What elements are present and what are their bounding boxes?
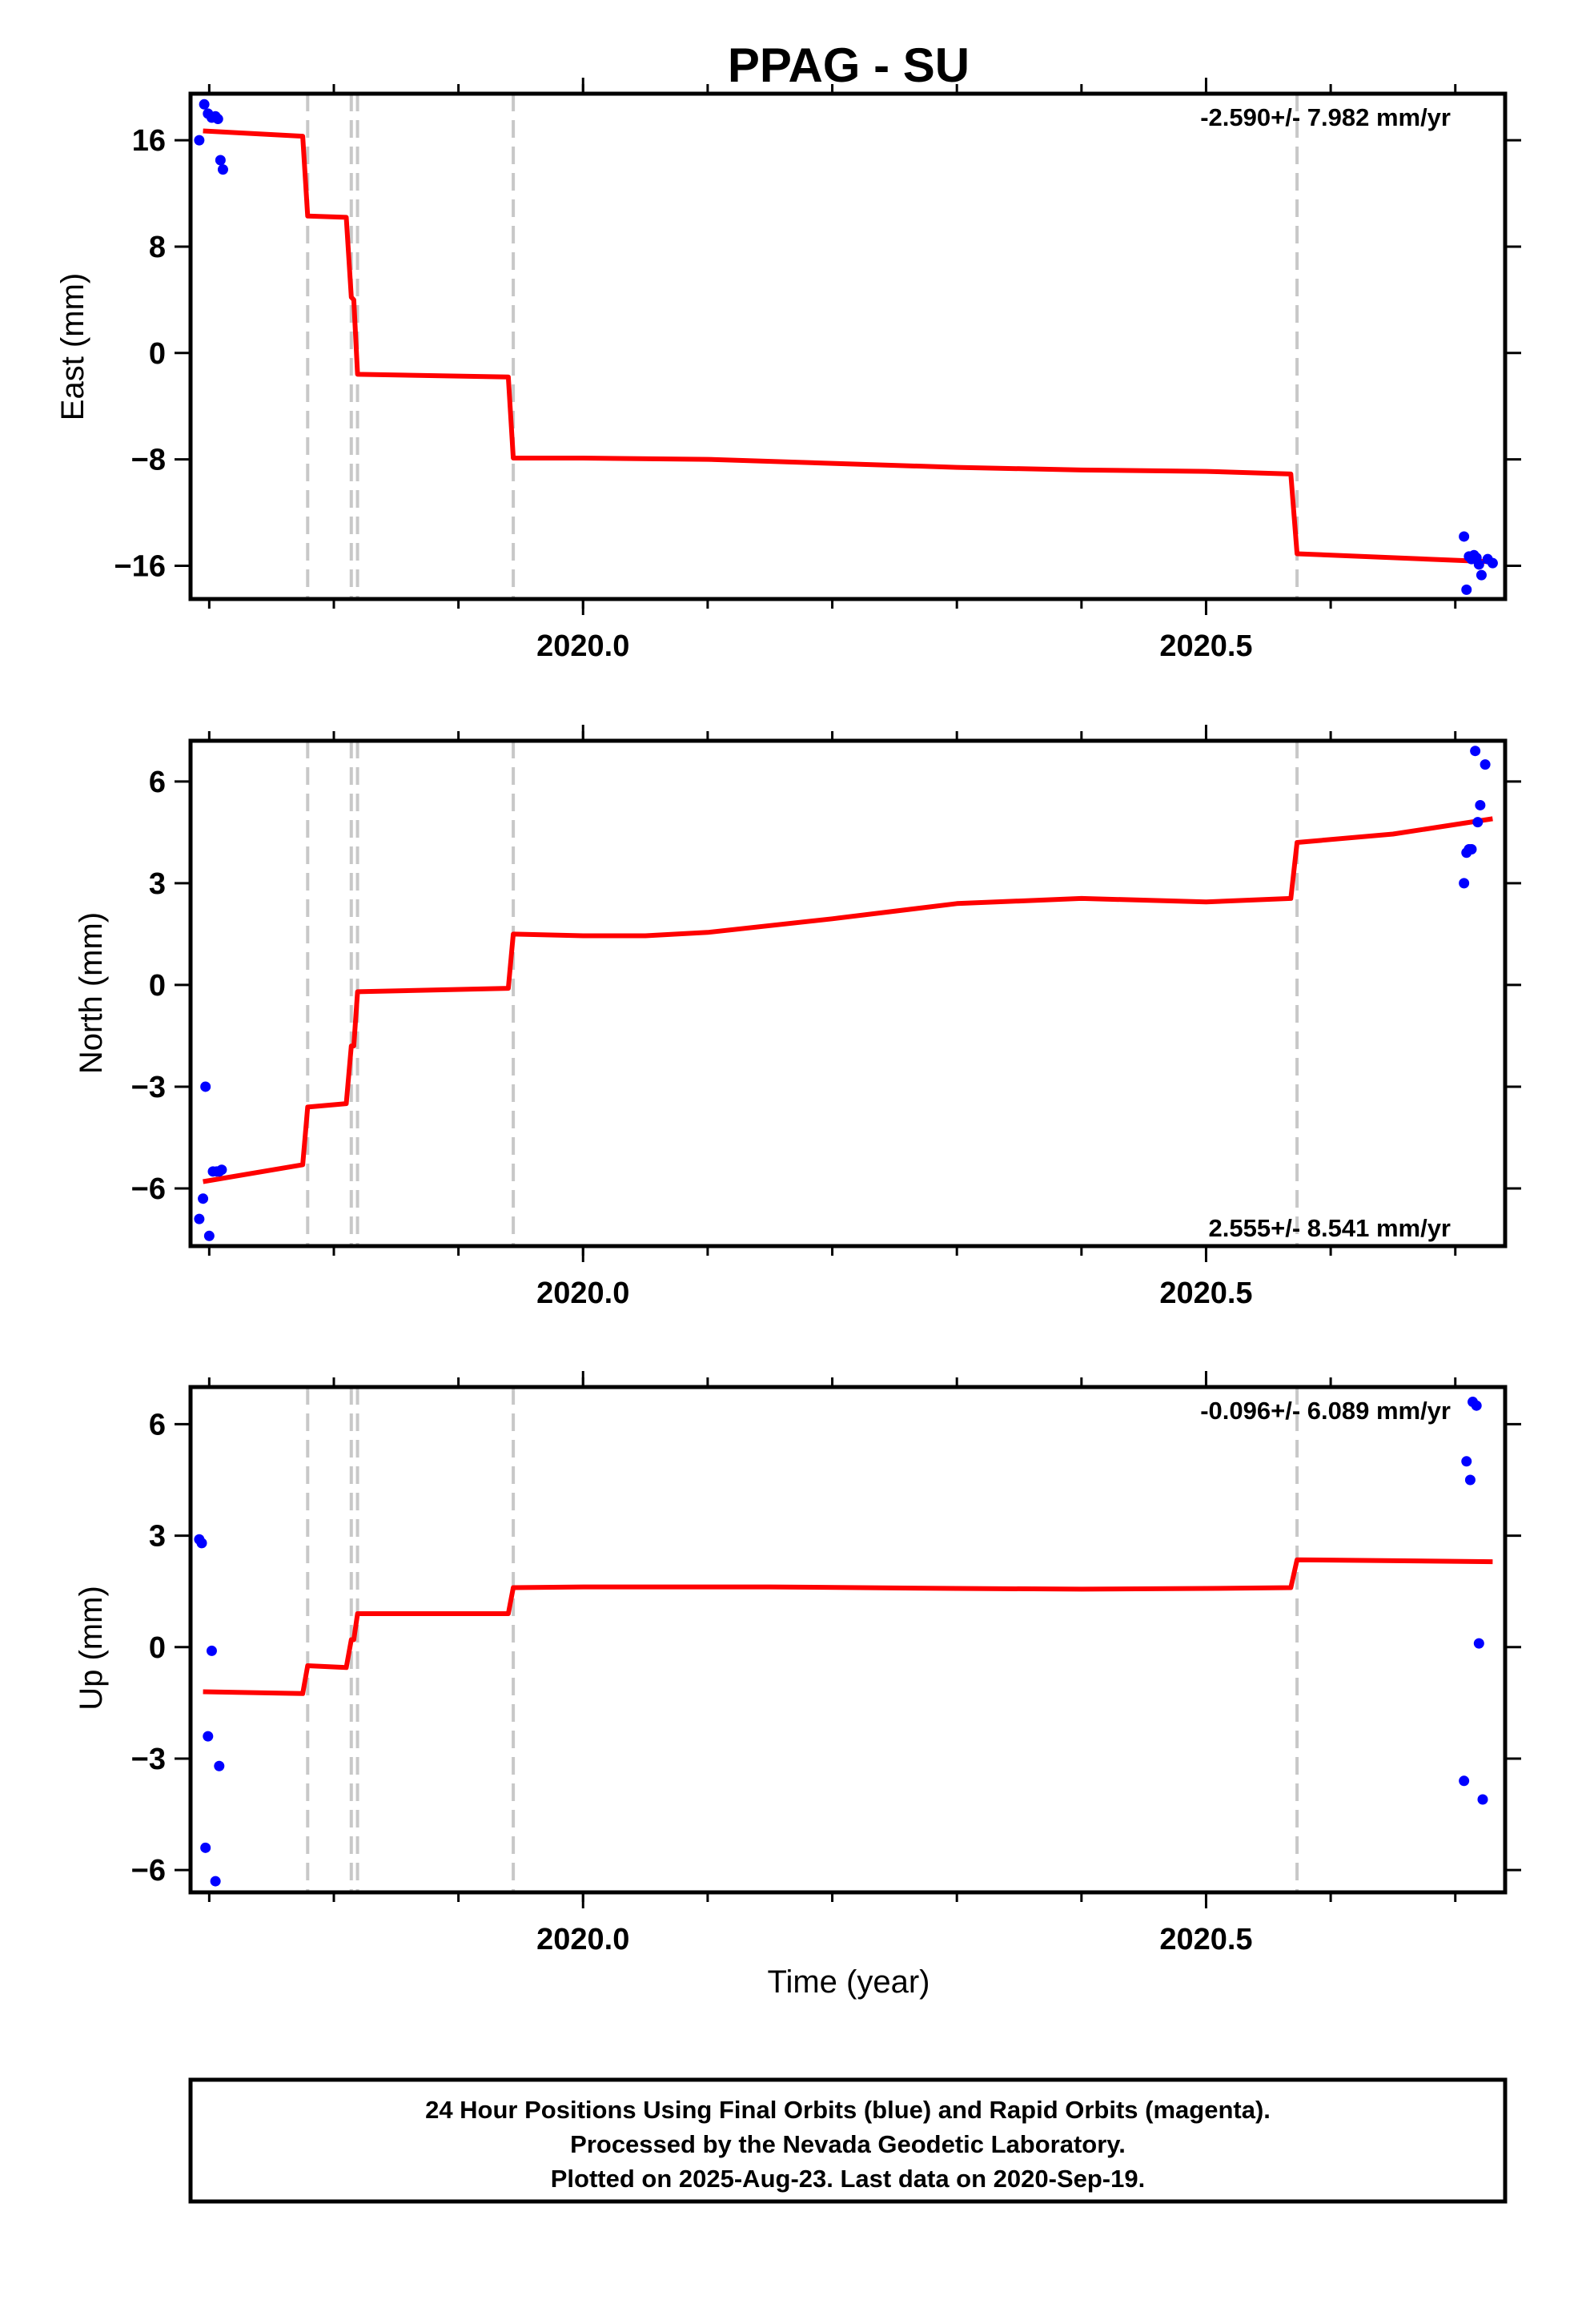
up-y-tick-label: −6 bbox=[131, 1854, 166, 1888]
up-data-point bbox=[214, 1760, 225, 1771]
up-data-point bbox=[1477, 1794, 1488, 1805]
east-y-tick-label: 0 bbox=[149, 337, 166, 371]
east-x-tick-label: 2020.5 bbox=[1159, 629, 1252, 663]
north-data-point bbox=[198, 1193, 209, 1204]
north-y-tick-label: 6 bbox=[149, 766, 166, 799]
caption-frame bbox=[188, 2077, 1508, 2204]
plot-title: PPAG - SU bbox=[728, 38, 970, 92]
north-y-tick-label: 0 bbox=[149, 969, 166, 1003]
north-data-point bbox=[1475, 799, 1486, 810]
x-axis-label: Time (year) bbox=[768, 1964, 930, 2000]
east-rate-label: -2.590+/- 7.982 mm/yr bbox=[1200, 103, 1451, 131]
up-rate-label: -0.096+/- 6.089 mm/yr bbox=[1200, 1397, 1451, 1425]
east-plot-frame bbox=[188, 91, 1508, 601]
north-data-point bbox=[200, 1081, 211, 1092]
up-data-point bbox=[1473, 1638, 1484, 1649]
east-panel: 2020.0 2020.5 16 8 0 −8 −16 East (mm) -2.590+/… bbox=[55, 78, 1521, 663]
north-data-point bbox=[1466, 844, 1477, 855]
east-data-point bbox=[212, 114, 223, 125]
caption-line-2: Processed by the Nevada Geodetic Laborat… bbox=[570, 2130, 1126, 2158]
up-y-tick-label: 3 bbox=[149, 1520, 166, 1554]
north-model-line bbox=[203, 816, 1493, 1184]
up-data-point bbox=[200, 1842, 211, 1853]
north-axis-label: North (mm) bbox=[74, 912, 109, 1074]
east-axis-label: East (mm) bbox=[55, 273, 90, 420]
east-data-point bbox=[217, 164, 228, 175]
up-x-tick-label: 2020.5 bbox=[1159, 1923, 1252, 1956]
east-y-tick-label: −8 bbox=[131, 444, 166, 477]
north-data-point bbox=[194, 1213, 205, 1224]
east-data-point bbox=[194, 135, 205, 146]
up-data-point bbox=[1464, 1474, 1476, 1486]
east-data-point bbox=[1487, 557, 1498, 569]
caption-box: 24 Hour Positions Using Final Orbits (bl… bbox=[188, 2077, 1508, 2204]
up-panel: 2020.0 2020.5 6 3 0 −3 −6 Up (mm) -0.096+/- 6.… bbox=[74, 1371, 1521, 1956]
north-y-tick-label: −6 bbox=[131, 1172, 166, 1206]
up-data-point bbox=[1459, 1775, 1470, 1787]
up-model-line bbox=[203, 1557, 1493, 1696]
up-panel-content: 2020.0 2020.5 6 3 0 −3 −6 bbox=[131, 1371, 1521, 1956]
up-y-tick-label: 0 bbox=[149, 1631, 166, 1665]
east-y-tick-label: −16 bbox=[114, 549, 166, 583]
up-x-tick-label: 2020.0 bbox=[536, 1923, 629, 1956]
east-x-tick-label: 2020.0 bbox=[536, 629, 629, 663]
east-panel-content: 2020.0 2020.5 16 8 0 −8 −16 bbox=[114, 78, 1521, 663]
north-data-point bbox=[203, 1230, 215, 1241]
east-data-point bbox=[1476, 569, 1487, 581]
caption-line-3: Plotted on 2025-Aug-23. Last data on 202… bbox=[551, 2165, 1145, 2193]
up-data-point bbox=[206, 1645, 217, 1656]
north-rate-label: 2.555+/- 8.541 mm/yr bbox=[1209, 1214, 1451, 1242]
north-x-tick-label: 2020.0 bbox=[536, 1277, 629, 1310]
up-data-point bbox=[203, 1731, 214, 1742]
north-panel: 2020.0 2020.5 6 3 0 −3 −6 North (mm) 2.555+/- … bbox=[74, 725, 1521, 1310]
north-y-tick-label: 3 bbox=[149, 867, 166, 901]
east-data-point bbox=[215, 155, 226, 166]
up-data-point bbox=[210, 1876, 221, 1887]
east-model-line bbox=[203, 128, 1493, 565]
up-data-point bbox=[196, 1538, 207, 1549]
north-data-point bbox=[1459, 878, 1470, 889]
north-plot-frame bbox=[188, 738, 1508, 1248]
east-y-tick-label: 16 bbox=[132, 124, 166, 158]
north-y-tick-label: −3 bbox=[131, 1071, 166, 1104]
north-data-point bbox=[216, 1164, 227, 1176]
east-y-tick-label: 8 bbox=[149, 231, 166, 264]
north-x-tick-label: 2020.5 bbox=[1159, 1277, 1252, 1310]
east-data-point bbox=[1461, 584, 1472, 595]
north-data-point bbox=[1470, 746, 1481, 757]
up-plot-frame bbox=[188, 1385, 1508, 1895]
up-data-point bbox=[1471, 1400, 1482, 1411]
north-panel-content: 2020.0 2020.5 6 3 0 −3 −6 bbox=[131, 725, 1521, 1310]
up-y-tick-label: −3 bbox=[131, 1743, 166, 1776]
north-data-point bbox=[1472, 817, 1484, 828]
east-data-point bbox=[1473, 559, 1484, 570]
up-axis-label: Up (mm) bbox=[74, 1586, 109, 1711]
east-data-point bbox=[1459, 531, 1470, 542]
north-data-point bbox=[1480, 759, 1491, 770]
up-y-tick-label: 6 bbox=[149, 1408, 166, 1441]
caption-line-1: 24 Hour Positions Using Final Orbits (bl… bbox=[425, 2096, 1271, 2124]
up-data-point bbox=[1461, 1456, 1472, 1467]
east-data-point bbox=[199, 99, 210, 110]
